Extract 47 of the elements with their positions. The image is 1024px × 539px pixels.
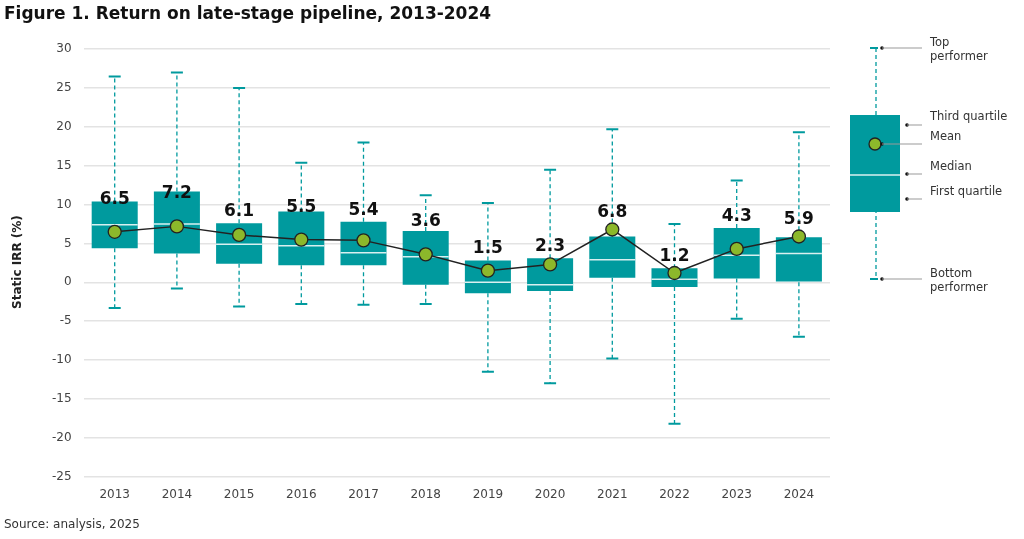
y-tick-label: 30 xyxy=(56,41,72,56)
x-tick-label: 2015 xyxy=(223,486,255,501)
x-tick-label: 2021 xyxy=(597,486,628,501)
x-tick-label: 2023 xyxy=(721,486,752,501)
text: Bottom performer xyxy=(930,266,989,294)
y-tick-label: -10 xyxy=(51,352,72,367)
x-tick-label: 2019 xyxy=(472,486,504,501)
data-label: 4.3 xyxy=(721,204,752,225)
y-tick-label: -20 xyxy=(51,429,72,444)
x-tick-label: 2020 xyxy=(534,486,566,501)
x-tick-label: 2016 xyxy=(286,486,317,501)
x-tick-label: 2018 xyxy=(410,486,441,501)
data-label: 1.2 xyxy=(659,244,690,265)
data-label: 5.9 xyxy=(783,208,814,229)
data-label: 1.5 xyxy=(472,237,503,258)
text: Top performer xyxy=(930,35,989,63)
y-tick-label: -25 xyxy=(51,468,72,483)
point xyxy=(542,257,558,272)
y-tick-label: 10 xyxy=(56,196,72,211)
x-tick-label: 2017 xyxy=(348,486,379,501)
text: Mean xyxy=(930,129,963,143)
data-label: 6.1 xyxy=(224,200,255,221)
text: Median xyxy=(930,159,973,173)
x-tick-label: 2022 xyxy=(659,486,690,501)
y-tick-label: 20 xyxy=(56,119,72,134)
data-label: 3.6 xyxy=(410,210,441,231)
y-tick-label: 15 xyxy=(56,157,72,172)
point xyxy=(605,222,620,237)
text: Third quartile xyxy=(930,109,1009,123)
y-tick-label: 25 xyxy=(56,80,72,95)
y-tick-label: -5 xyxy=(59,313,72,328)
source-note: Source: analysis, 2025 xyxy=(4,517,140,531)
data-label: 5.4 xyxy=(348,198,379,219)
chart-title: Figure 1. Return on late-stage pipeline, 2013-2024 xyxy=(4,3,492,23)
point xyxy=(231,227,247,243)
x-tick-label: 2014 xyxy=(161,486,193,501)
y-tick-label: -15 xyxy=(51,391,72,406)
point xyxy=(791,229,807,244)
data-label: 6.8 xyxy=(597,201,628,222)
y-tick-label: 5 xyxy=(63,235,72,250)
y-tick-label: 0 xyxy=(63,274,72,289)
data-label: 2.3 xyxy=(535,235,566,256)
x-tick-label: 2024 xyxy=(783,486,815,501)
data-label: 5.5 xyxy=(286,195,317,216)
text: First quartile xyxy=(930,184,1004,198)
x-tick-label: 2013 xyxy=(99,486,130,501)
y-axis-title: Static IRR (%) xyxy=(10,214,24,311)
